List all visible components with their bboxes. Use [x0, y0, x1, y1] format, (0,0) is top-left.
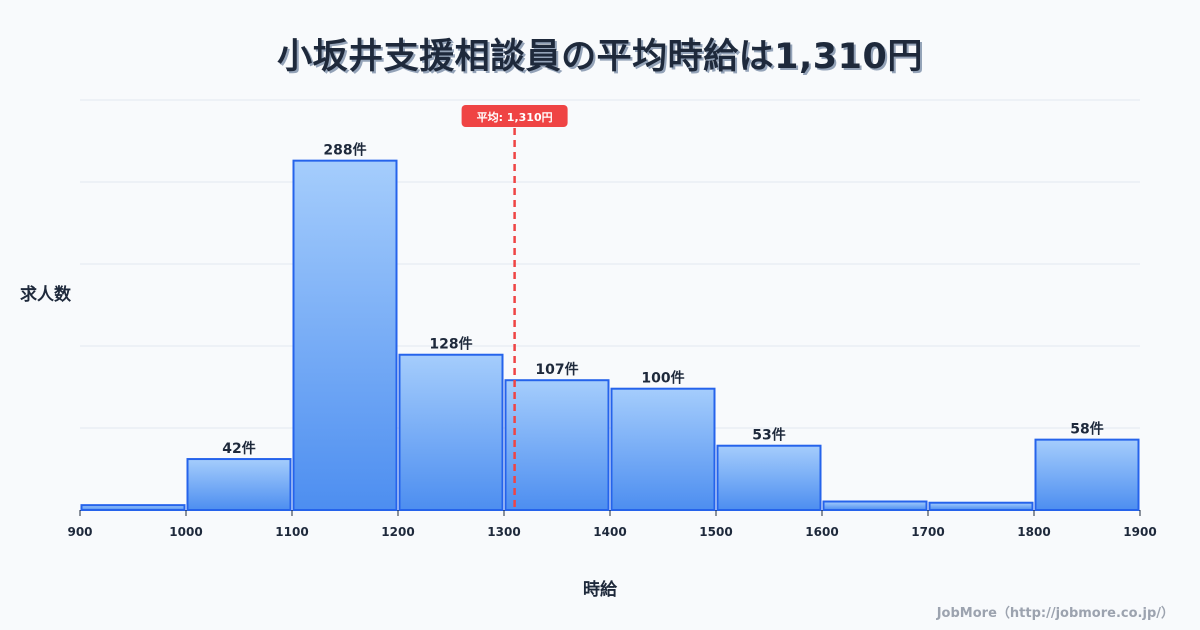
mean-badge [461, 105, 568, 127]
x-tick-label: 1600 [805, 525, 838, 539]
x-tick-label: 1300 [487, 525, 520, 539]
histogram-bar[interactable] [504, 379, 610, 511]
x-axis-label: 時給 [583, 580, 617, 600]
histogram-bar[interactable] [716, 444, 822, 511]
chart-title: 小坂井支援相談員の平均時給は1,310円 [277, 37, 923, 77]
bar-value-label: 288件 [323, 142, 366, 159]
histogram-bar[interactable] [398, 353, 504, 511]
bar-value-label: 107件 [535, 361, 578, 378]
bar-value-label: 128件 [429, 336, 472, 353]
y-axis-label: 求人数 [20, 285, 71, 305]
x-tick-label: 1100 [275, 525, 308, 539]
histogram-bar[interactable] [186, 458, 292, 511]
x-tick-label: 900 [67, 525, 92, 539]
x-tick-label: 1800 [1017, 525, 1050, 539]
bar-value-label: 53件 [752, 427, 785, 444]
bar-value-label: 42件 [222, 440, 255, 457]
mean-line-annotation: 平均: 1,310円 [461, 105, 568, 510]
x-tick-label: 1500 [699, 525, 732, 539]
bar-value-label: 58件 [1070, 421, 1103, 438]
x-tick-label: 1900 [1123, 525, 1156, 539]
gridlines [80, 99, 1140, 429]
bar-value-label: 100件 [641, 370, 684, 387]
x-tick-label: 1200 [381, 525, 414, 539]
histogram-bar[interactable] [928, 501, 1034, 511]
x-tick-label: 1700 [911, 525, 944, 539]
mean-badge-label: 平均: 1,310円 [477, 110, 553, 124]
source-credit: JobMore（http://jobmore.co.jp/） [936, 606, 1174, 621]
histogram-bar[interactable] [80, 504, 186, 511]
histogram-bar[interactable] [610, 387, 716, 511]
x-tick-label: 1400 [593, 525, 626, 539]
x-tick-label: 1000 [169, 525, 202, 539]
histogram-bar[interactable] [1034, 438, 1140, 511]
histogram-bar[interactable] [822, 500, 928, 512]
x-axis: 900 1000 1100 1200 1300 1400 1500 1600 1700 1800 1… [67, 510, 1157, 539]
bars: 42件 288件 128件 107件 100件 53件 58件 [80, 142, 1140, 512]
histogram-bar[interactable] [292, 159, 398, 512]
